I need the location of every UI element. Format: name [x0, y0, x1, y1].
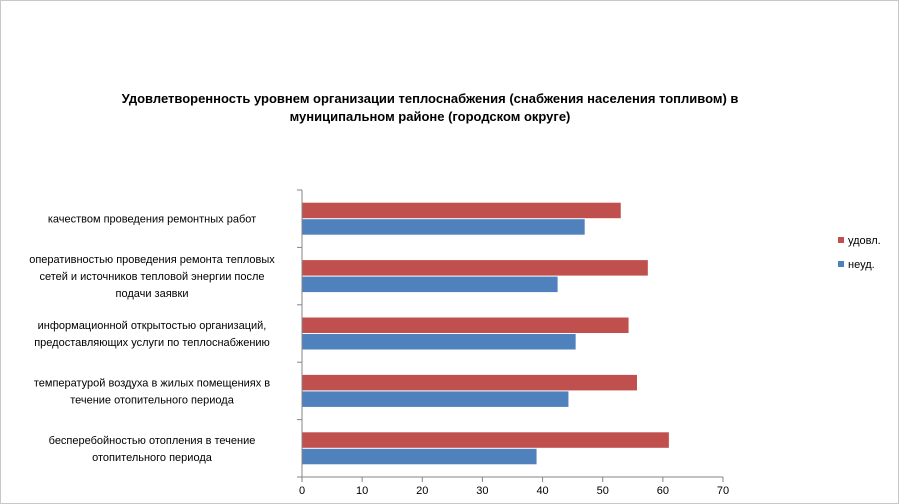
x-tick-label-3: 30: [476, 485, 488, 497]
legend-label-0: удовл.: [848, 235, 881, 247]
bar-unsatisfied-2: [302, 334, 576, 350]
x-tick-label-0: 0: [299, 485, 305, 497]
bar-unsatisfied-0: [302, 219, 585, 235]
x-tick-label-2: 20: [416, 485, 428, 497]
bar-unsatisfied-4: [302, 448, 537, 465]
bar-satisfied-1: [302, 260, 648, 276]
category-label-1-1: сетей и источников тепловой энергии посл…: [39, 271, 264, 283]
category-label-1-2: подачи заявки: [116, 288, 189, 300]
category-label-4-1: отопительного периода: [92, 452, 213, 464]
bar-unsatisfied-3: [302, 391, 569, 407]
category-label-2-1: предоставляющих услуги по теплоснабжению: [34, 337, 270, 349]
legend-swatch-1: [838, 261, 844, 267]
chart-title: Удовлетворенность уровнем организации те…: [121, 91, 739, 124]
category-label-3-1: течение отопительного периода: [70, 394, 235, 406]
category-label-2-0: информационной открытостью организаций,: [38, 320, 267, 332]
x-tick-label-5: 50: [597, 485, 609, 497]
category-label-0-0: качеством проведения ремонтных работ: [48, 214, 256, 226]
legend-label-1: неуд.: [848, 259, 875, 271]
x-tick-label-1: 10: [356, 485, 368, 497]
bar-satisfied-2: [302, 317, 629, 333]
bar-satisfied-4: [302, 432, 669, 448]
x-tick-label-6: 60: [657, 485, 669, 497]
x-tick-label-7: 70: [717, 485, 729, 497]
category-label-1-0: оперативностью проведения ремонта теплов…: [29, 254, 275, 266]
bar-satisfied-0: [302, 202, 621, 219]
bar-satisfied-3: [302, 374, 637, 391]
category-label-4-0: бесперебойностью отопления в течение: [49, 435, 256, 447]
bar-unsatisfied-1: [302, 276, 558, 293]
category-label-3-0: температурой воздуха в жилых помещениях …: [34, 377, 270, 389]
x-tick-label-4: 40: [536, 485, 548, 497]
legend-swatch-0: [838, 237, 844, 243]
